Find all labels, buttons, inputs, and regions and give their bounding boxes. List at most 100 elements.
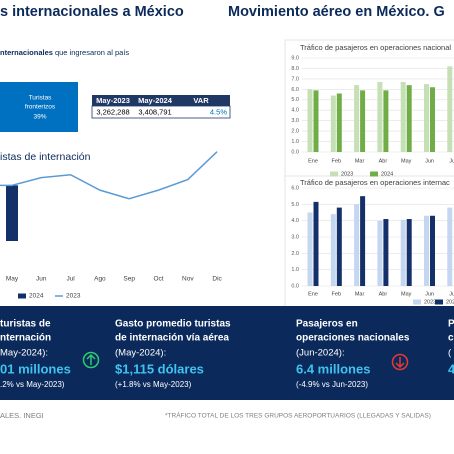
x-tick-label: May — [401, 158, 412, 164]
legend-label: 2023 — [424, 299, 436, 305]
kpi-strip — [0, 306, 454, 400]
bar — [447, 66, 453, 152]
box-label: Turistas — [29, 95, 53, 102]
x-tick-label: Jul — [449, 158, 454, 164]
bar — [430, 215, 435, 286]
y-tick-label: 6.0 — [291, 87, 299, 93]
kpi-period: May-2024): — [0, 348, 48, 359]
table-row — [91, 105, 231, 119]
table-head: May-2023 — [96, 96, 130, 105]
kpi-title: turistas de — [0, 319, 51, 330]
left-title: s internacionales a México — [0, 4, 184, 20]
bar — [307, 89, 313, 152]
down-icon — [391, 353, 409, 371]
subtitle-rest: que ingresaron al país — [55, 48, 129, 57]
kpi-title: c — [448, 333, 454, 344]
y-tick-label: 8.0 — [291, 66, 299, 72]
table-head: VAR — [193, 96, 209, 105]
y-tick-label: 2.0 — [291, 129, 299, 135]
kpi-change: (-4.9% vs Jun-2023) — [296, 380, 368, 389]
x-tick-label: Feb — [332, 291, 341, 297]
bar — [360, 196, 366, 286]
y-tick-label: 4.0 — [291, 218, 299, 224]
bar — [6, 185, 18, 241]
right-title: Movimiento aéreo en México. G — [228, 4, 445, 20]
kpi-title: operaciones nacionales — [296, 333, 410, 344]
x-tick-label: Ene — [308, 158, 318, 164]
bar — [360, 90, 366, 152]
bar — [313, 201, 319, 286]
bar — [383, 90, 389, 152]
y-tick-label: 0.0 — [291, 149, 299, 155]
x-tick-label: Nov — [182, 276, 194, 283]
legend-marker — [435, 299, 443, 305]
y-tick-label: 1.0 — [291, 267, 299, 273]
legend-label: 2024 — [381, 171, 393, 177]
y-tick-label: 3.0 — [291, 118, 299, 124]
x-tick-label: May — [401, 291, 412, 297]
x-tick-label: Ago — [94, 276, 106, 283]
legend-marker — [330, 171, 338, 177]
x-tick-label: Jun — [425, 158, 434, 164]
table-head: May-2024 — [138, 96, 173, 105]
legend-marker — [370, 171, 378, 177]
footer-source: ALES. INEGI — [0, 411, 44, 420]
kpi-change: .2% vs May-2023) — [0, 380, 65, 389]
bar — [424, 84, 429, 152]
y-tick-label: 5.0 — [291, 202, 299, 208]
x-tick-label: May — [6, 276, 19, 283]
bar — [406, 85, 412, 152]
table-cell: 3,408,791 — [138, 107, 171, 116]
x-tick-label: Sep — [123, 276, 135, 283]
x-tick-label: Abr — [379, 158, 388, 164]
box-share: 39% — [33, 114, 46, 121]
legend-marker — [413, 299, 421, 305]
x-tick-label: Oct — [153, 276, 163, 283]
x-tick-label: Dic — [212, 276, 222, 283]
kpi-title: P — [448, 319, 454, 330]
x-tick-label: Ene — [308, 291, 318, 297]
bar — [330, 214, 336, 286]
bar — [400, 82, 406, 152]
table-cell: 4.5% — [210, 107, 227, 116]
bar — [336, 207, 342, 286]
table-cell: 3,262,288 — [96, 107, 129, 116]
x-tick-label: Jun — [36, 276, 47, 283]
y-tick-label: 4.0 — [291, 108, 299, 114]
y-tick-label: 3.0 — [291, 234, 299, 240]
kpi-period: ( — [448, 348, 452, 359]
up-icon — [82, 351, 100, 369]
bar — [430, 87, 435, 152]
chart-title: Tráfico de pasajeros en operaciones inte… — [300, 178, 450, 187]
kpi-period: (May-2024): — [115, 348, 166, 359]
kpi-value: 6.4 millones — [296, 361, 370, 376]
bar — [354, 204, 360, 286]
x-tick-label: Jul — [66, 276, 75, 283]
box-label: fronterizos — [25, 104, 56, 111]
y-tick-label: 7.0 — [291, 76, 299, 82]
bar — [330, 95, 336, 152]
x-tick-label: Jul — [449, 291, 454, 297]
bar — [400, 219, 406, 286]
kpi-title: nternación — [0, 333, 51, 344]
x-tick-label: Mar — [355, 291, 365, 297]
legend-label: 2023 — [66, 293, 81, 300]
subtitle-bold: nternacionales — [0, 48, 53, 57]
x-tick-label: Mar — [355, 158, 365, 164]
kpi-value: $1,115 dólares — [115, 361, 204, 376]
x-tick-label: Abr — [379, 291, 388, 297]
line — [0, 151, 218, 200]
kpi-change: (+1.8% vs May-2023) — [115, 380, 192, 389]
bar — [383, 219, 389, 286]
kpi-value: 01 millones — [0, 361, 71, 376]
y-tick-label: 5.0 — [291, 97, 299, 103]
y-tick-label: 2.0 — [291, 251, 299, 257]
chart-title: istas de internación — [0, 151, 91, 163]
y-tick-label: 0.0 — [291, 283, 299, 289]
kpi-period: (Jun-2024): — [296, 348, 345, 359]
bar — [406, 219, 412, 286]
kpi-title: Pasajeros en — [296, 319, 358, 330]
y-tick-label: 6.0 — [291, 185, 299, 191]
x-tick-label: Feb — [332, 158, 341, 164]
